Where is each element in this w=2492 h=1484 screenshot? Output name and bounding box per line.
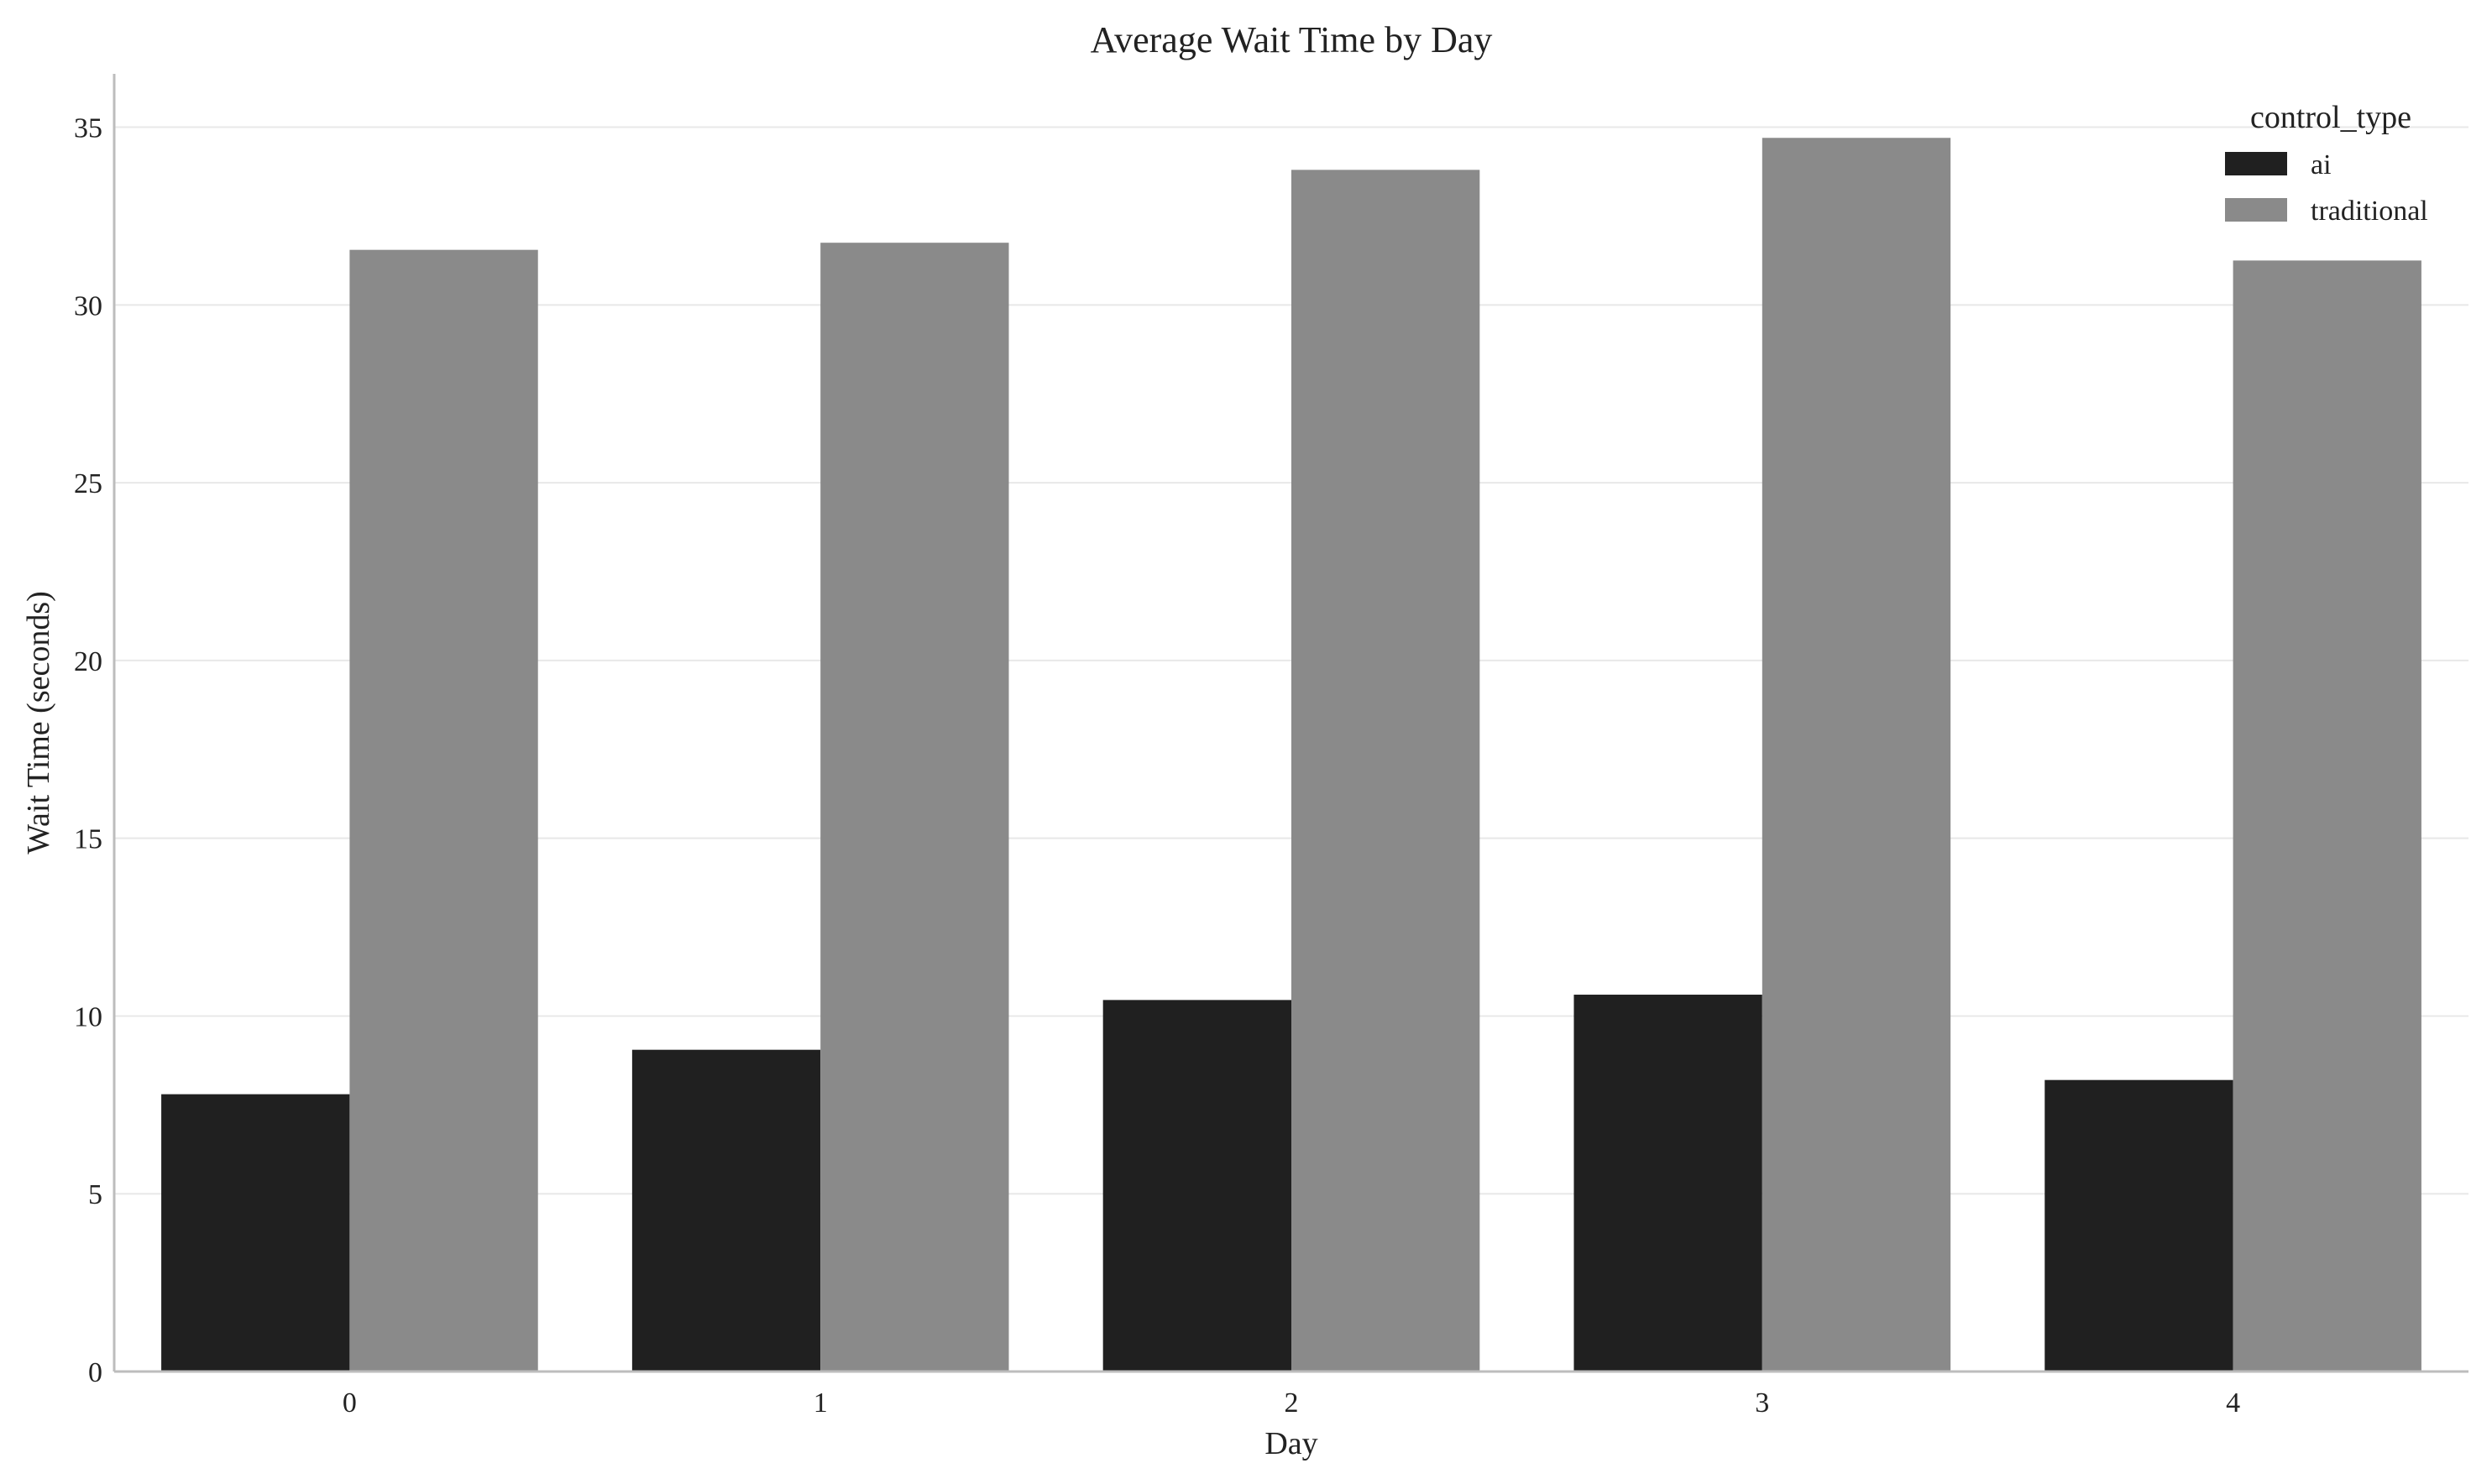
bar-traditional-4: [2233, 260, 2421, 1372]
y-tick-label: 10: [74, 1001, 102, 1032]
bar-traditional-2: [1291, 170, 1480, 1372]
legend-title: control_type: [2250, 100, 2411, 135]
x-tick-label: 0: [343, 1387, 357, 1419]
bars: [161, 138, 2421, 1372]
x-tick-label: 3: [1755, 1387, 1769, 1419]
chart-title: Average Wait Time by Day: [1091, 19, 1493, 60]
y-tick-label: 5: [88, 1179, 102, 1210]
y-tick-label: 25: [74, 468, 102, 499]
bar-traditional-1: [820, 243, 1009, 1372]
x-axis-label: Day: [1264, 1426, 1317, 1461]
legend-label-traditional: traditional: [2311, 196, 2428, 227]
x-tick-label: 4: [2226, 1387, 2240, 1419]
bar-ai-3: [1573, 995, 1762, 1372]
bar-traditional-0: [349, 249, 538, 1372]
bar-ai-1: [631, 1049, 821, 1372]
bar-ai-2: [1102, 1000, 1291, 1372]
x-tick-label: 1: [814, 1387, 828, 1419]
x-tick-label: 2: [1285, 1387, 1299, 1419]
y-tick-label: 30: [74, 290, 102, 321]
legend: control_type ai traditional: [2225, 100, 2428, 227]
axes: [113, 74, 2468, 1373]
legend-label-ai: ai: [2311, 149, 2332, 180]
y-axis-label: Wait Time (seconds): [21, 591, 56, 854]
y-tick-label: 35: [74, 113, 102, 144]
bar-traditional-3: [1762, 138, 1951, 1372]
x-tick-labels: 0 1 2 3 4: [343, 1387, 2240, 1419]
y-tick-labels: 0 5 10 15 20 25 30 35: [74, 113, 102, 1388]
legend-items: ai traditional: [2225, 149, 2428, 227]
y-tick-label: 0: [88, 1357, 102, 1388]
y-tick-label: 15: [74, 824, 102, 855]
legend-swatch-ai: [2225, 152, 2287, 175]
bar-ai-0: [161, 1094, 350, 1372]
legend-swatch-traditional: [2225, 198, 2287, 222]
y-tick-label: 20: [74, 646, 102, 677]
bar-ai-4: [2044, 1079, 2233, 1372]
